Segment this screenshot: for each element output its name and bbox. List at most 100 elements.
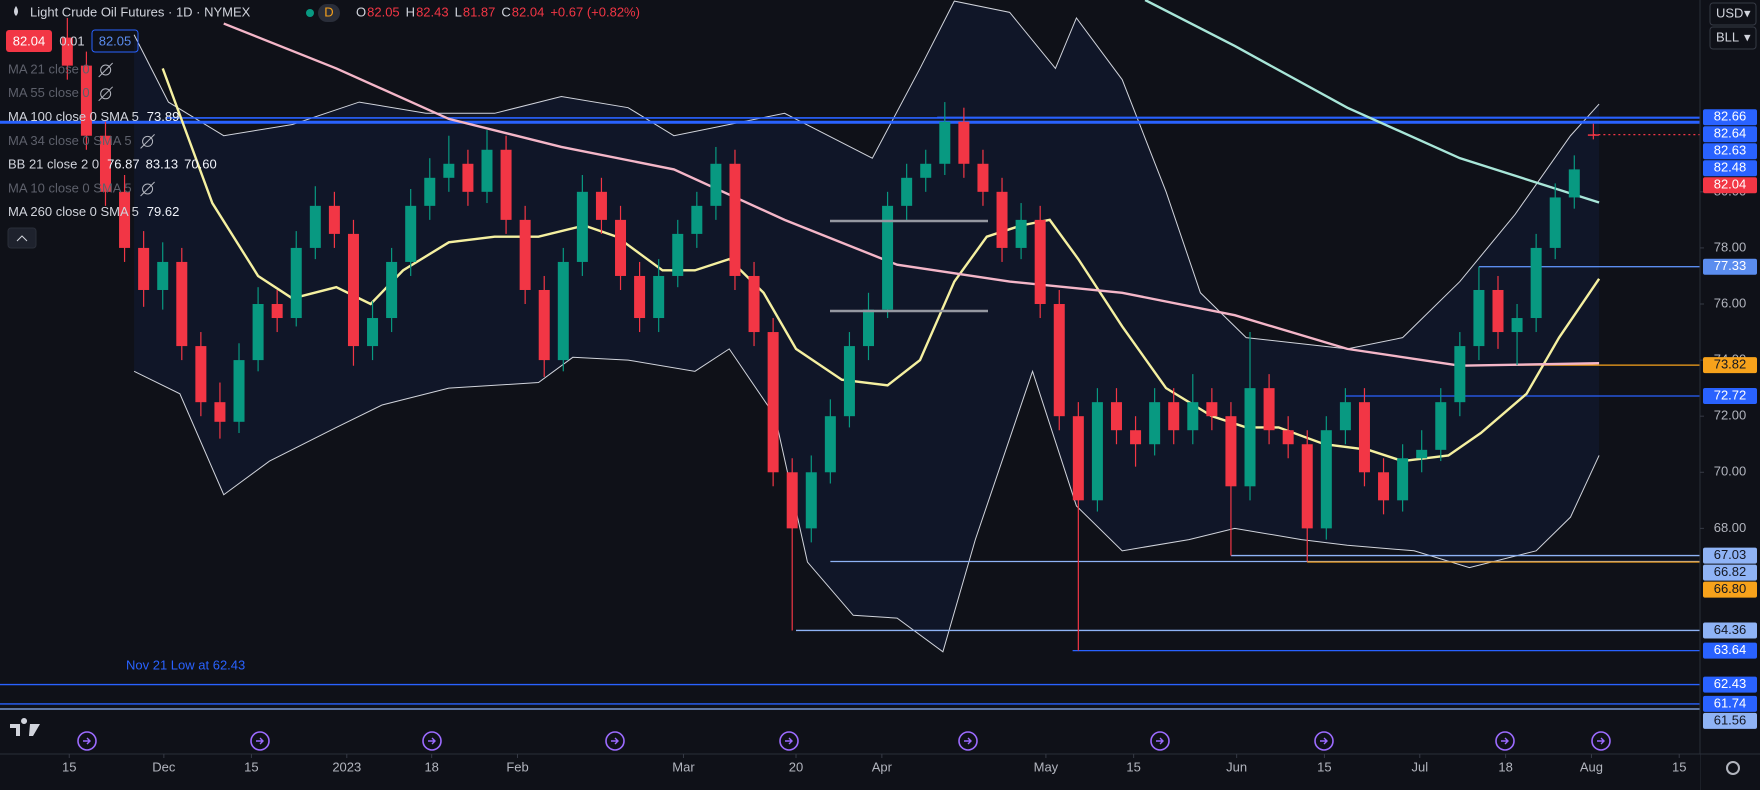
- legend-name: BB 21 close 2 0: [8, 157, 99, 172]
- level-label: 82.04: [1714, 177, 1747, 192]
- event-icon[interactable]: [250, 731, 270, 751]
- level-label: 72.72: [1714, 387, 1747, 402]
- level-label-box: [1703, 581, 1757, 598]
- event-icon[interactable]: [1495, 731, 1515, 751]
- level-label-box: [1703, 642, 1757, 659]
- collapse-button[interactable]: [7, 227, 37, 249]
- candle-body: [1568, 169, 1580, 198]
- candle-body: [443, 163, 455, 178]
- sell-box[interactable]: [6, 30, 52, 52]
- x-tick-label: Jul: [1411, 759, 1428, 774]
- band-upper: [133, 0, 1600, 350]
- level-label-box: [1703, 547, 1757, 564]
- candle-body: [939, 121, 951, 164]
- event-arrow: [1597, 737, 1605, 745]
- candle-body: [1110, 402, 1122, 431]
- symbol-title: Light Crude Oil Futures · 1D · NYMEX: [30, 4, 251, 19]
- candle-body: [309, 205, 321, 248]
- event-icon[interactable]: [605, 731, 625, 751]
- event-arrow: [256, 737, 264, 745]
- candle-body: [99, 135, 111, 192]
- event-arrow: [785, 737, 793, 745]
- candle-body: [1358, 402, 1370, 473]
- moving-average: [223, 22, 1600, 367]
- event-icon[interactable]: [1314, 731, 1334, 751]
- visibility-slash: [98, 62, 114, 78]
- change: +0.67 (+0.82%): [550, 4, 640, 19]
- visibility-icon[interactable]: [142, 135, 154, 147]
- candle-body: [1549, 197, 1561, 248]
- candle-body: [61, 37, 73, 66]
- level-label-box: [1703, 177, 1757, 194]
- visibility-icon[interactable]: [100, 64, 112, 76]
- interval-badge: D: [324, 4, 333, 19]
- level-label-box: [1703, 564, 1757, 581]
- x-tick-label: Feb: [506, 759, 528, 774]
- candle-body: [290, 247, 302, 319]
- candle-body: [1339, 402, 1351, 431]
- x-tick-label: 15: [1126, 759, 1140, 774]
- x-tick-label: 18: [1498, 759, 1512, 774]
- level-label: 82.63: [1714, 143, 1747, 158]
- candle-body: [863, 309, 875, 347]
- candle-body: [1473, 289, 1485, 347]
- candle-body: [824, 416, 836, 473]
- annotation: Nov 21 Low at 62.43: [126, 657, 245, 672]
- legend-value: 73.89: [147, 109, 180, 124]
- candle-body: [1530, 247, 1542, 319]
- legend-value: 76.87: [107, 157, 140, 172]
- legend-value: 83.13: [146, 157, 179, 172]
- level-label-box: [1703, 109, 1757, 126]
- candle-body: [1378, 472, 1390, 501]
- candle-body: [80, 65, 92, 136]
- level-label: 82.64: [1714, 126, 1747, 141]
- currency-button[interactable]: [1709, 2, 1757, 26]
- candle-body: [1397, 458, 1409, 501]
- x-tick-label: Dec: [152, 759, 176, 774]
- event-icon[interactable]: [1591, 731, 1611, 751]
- candle-body: [1091, 402, 1103, 501]
- settings-icon[interactable]: [1726, 761, 1740, 775]
- candle-body: [214, 402, 226, 422]
- buy-price[interactable]: 82.05: [99, 33, 132, 48]
- logo-mark: [10, 718, 40, 736]
- legend-name: MA 34 close 0 SMA 5: [8, 133, 132, 148]
- currency-controls: USD ▾ BLL ▾: [1709, 2, 1757, 50]
- level-label-box: [1703, 126, 1757, 143]
- event-icon[interactable]: [1150, 731, 1170, 751]
- x-tick-label: 15: [244, 759, 258, 774]
- sell-price[interactable]: 82.04: [13, 33, 46, 48]
- level-label: 82.66: [1714, 109, 1747, 124]
- unit: BLL: [1716, 29, 1739, 44]
- candle-body: [195, 346, 207, 403]
- candle-body: [367, 318, 379, 347]
- event-icon[interactable]: [422, 731, 442, 751]
- visibility-icon[interactable]: [100, 88, 112, 100]
- ohlc-value: 82.05: [367, 4, 400, 19]
- ohlc: O 82.05 H 82.43 L 81.87 C 82.04 +0.67 (+0.82%): [356, 4, 640, 19]
- unit-button[interactable]: [1709, 26, 1757, 50]
- candle-body: [138, 247, 150, 290]
- x-tick-label: Aug: [1580, 759, 1603, 774]
- event-icon[interactable]: [958, 731, 978, 751]
- x-tick-label: Mar: [672, 759, 695, 774]
- candle-body: [119, 191, 131, 248]
- legend-value: 79.62: [147, 204, 180, 219]
- candle-body: [710, 163, 722, 206]
- level-label-box: [1703, 160, 1757, 177]
- visibility-icon[interactable]: [142, 183, 154, 195]
- x-tick-label: 2023: [332, 759, 361, 774]
- candle-body: [996, 191, 1008, 248]
- buy-box[interactable]: [91, 29, 139, 53]
- candle-body: [653, 275, 665, 319]
- level-label-box: [1703, 676, 1757, 693]
- status-dot: [306, 9, 314, 17]
- event-icon[interactable]: [779, 731, 799, 751]
- event-icon[interactable]: [77, 731, 97, 751]
- candle-body: [595, 191, 607, 220]
- candle-body: [500, 149, 512, 220]
- candle-body: [1072, 416, 1084, 501]
- visibility-slash: [140, 134, 155, 149]
- candle-body: [462, 163, 474, 192]
